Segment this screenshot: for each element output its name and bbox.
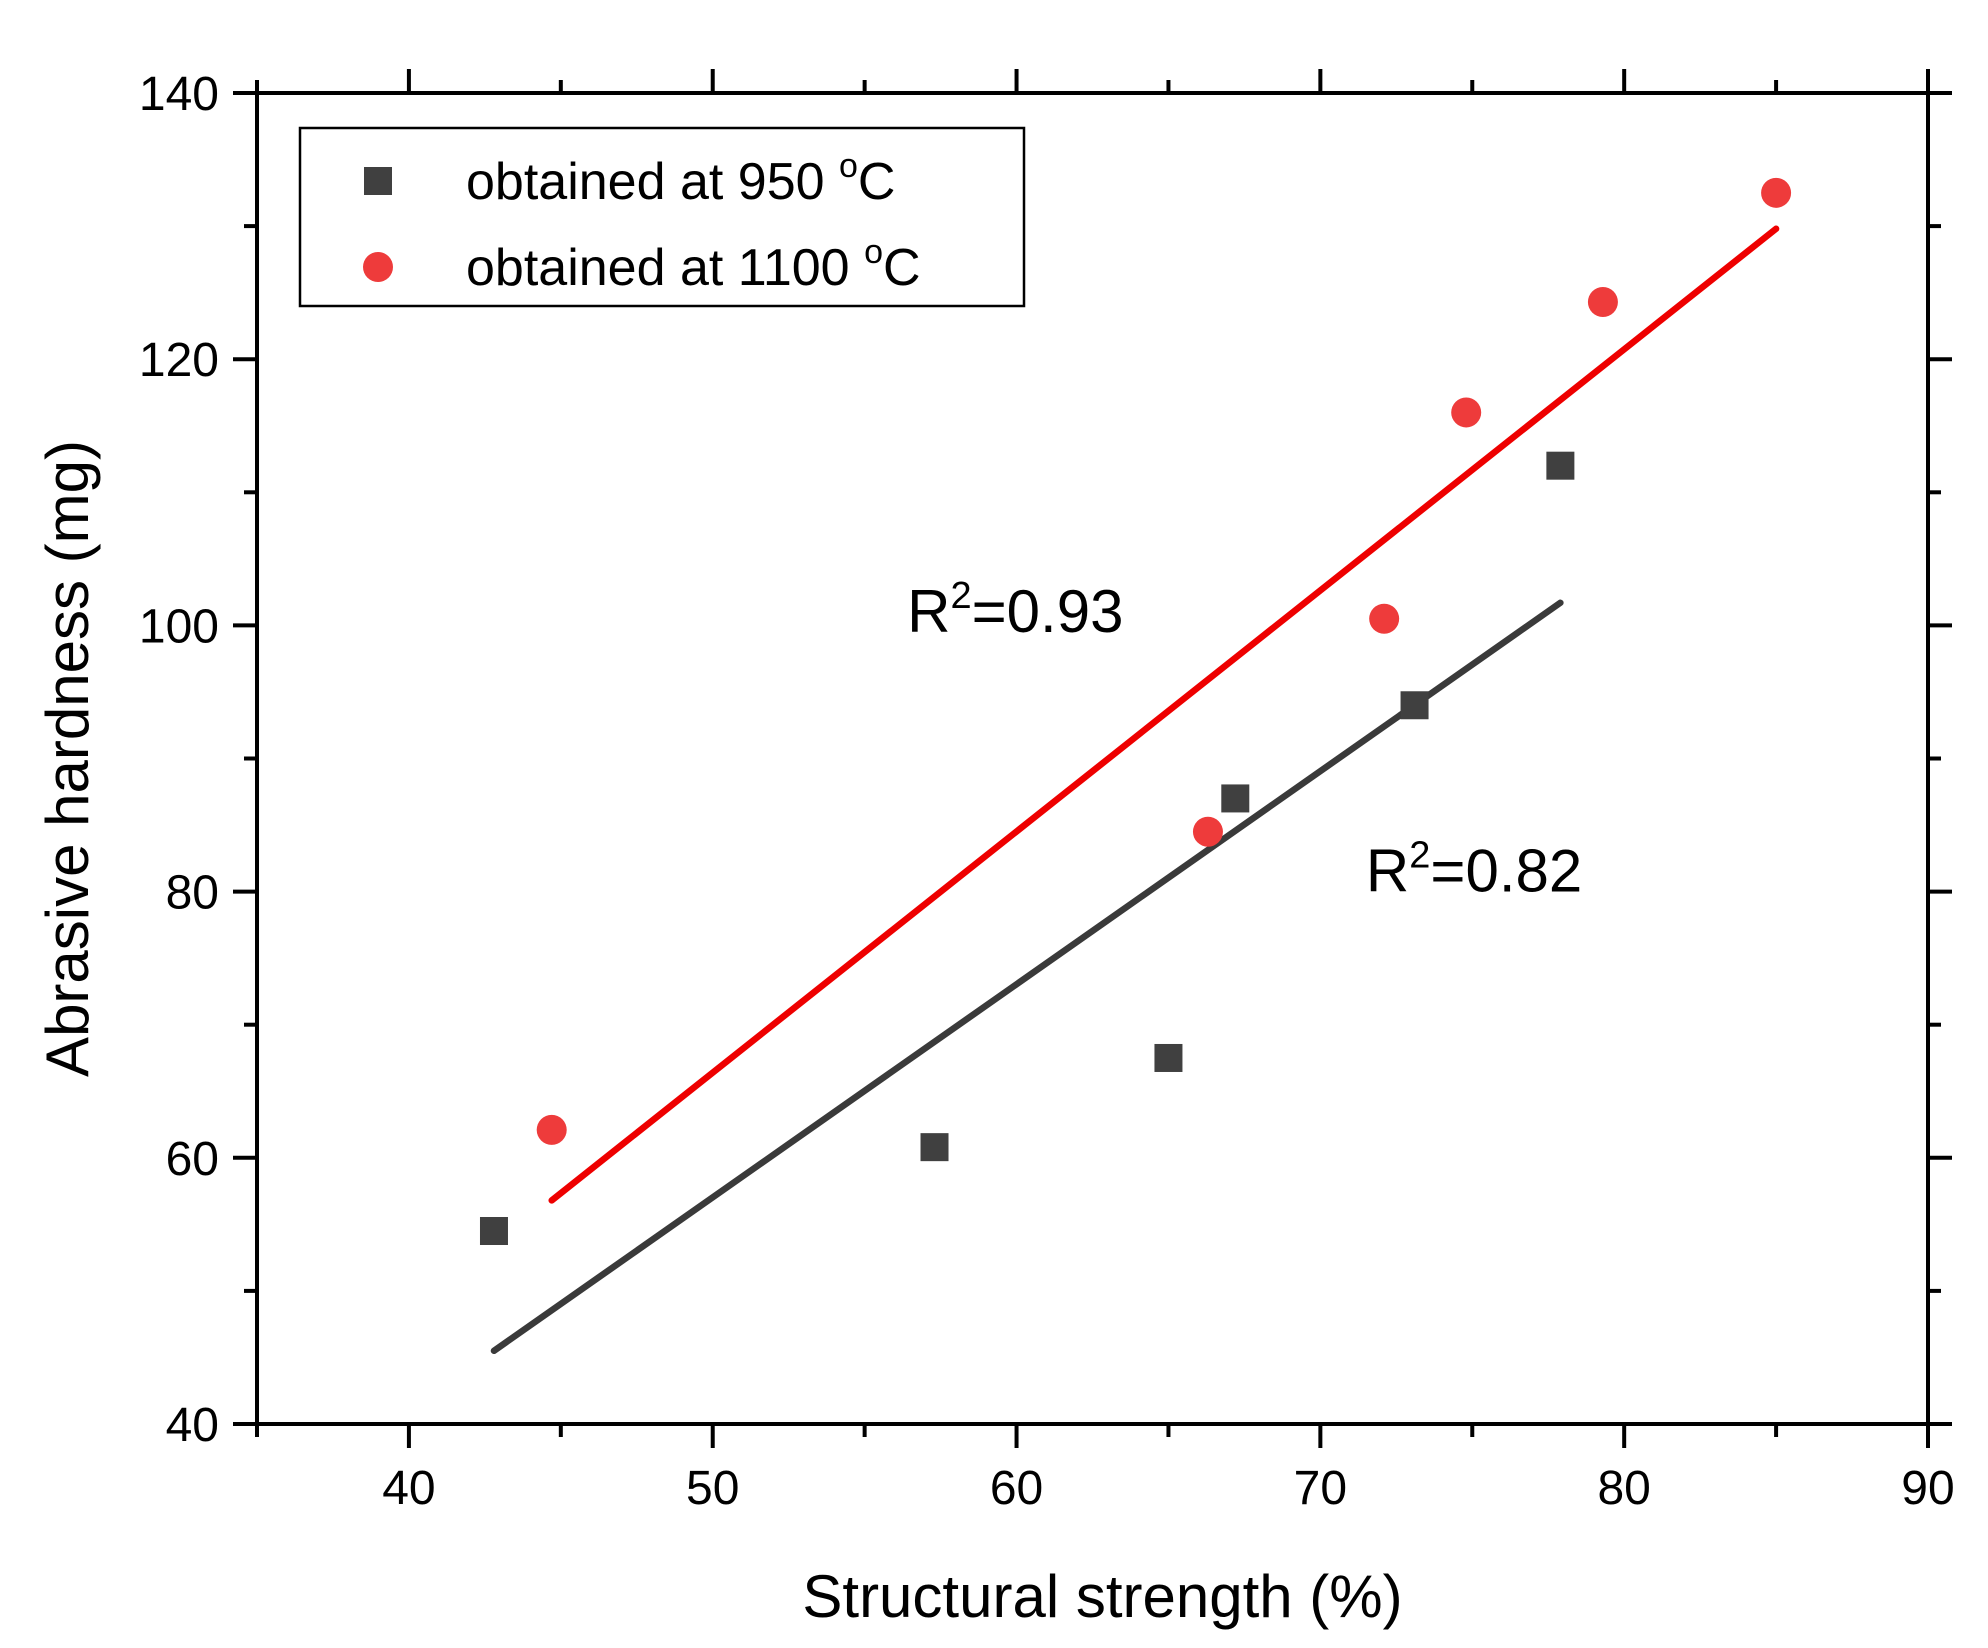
y-axis-title: Abrasive hardness (mg) [34, 440, 101, 1077]
r2-prefix: R [907, 578, 950, 645]
x-tick-label: 90 [1901, 1462, 1954, 1515]
x-tick-label: 80 [1597, 1462, 1650, 1515]
legend-label-unit: C [858, 153, 896, 211]
data-point-square [1546, 451, 1575, 480]
r2-annotation: R2=0.82 [1366, 835, 1582, 905]
y-tick-label: 60 [166, 1133, 219, 1186]
x-axis-title: Structural strength (%) [802, 1563, 1402, 1630]
y-tick-label: 80 [166, 867, 219, 920]
r2-prefix: R [1366, 838, 1409, 905]
data-point-circle [1761, 177, 1792, 208]
fit-lines [490, 225, 1780, 1355]
legend-label-degree: o [864, 233, 883, 271]
y-tick-label: 140 [139, 68, 219, 121]
x-tick-label: 40 [382, 1462, 435, 1515]
r2-value: =0.82 [1430, 838, 1582, 905]
legend-label-degree: o [839, 147, 858, 185]
data-point-square [1221, 784, 1250, 813]
legend-label-main: obtained at 950 [466, 153, 839, 211]
r2-superscript: 2 [1409, 835, 1430, 877]
data-point-circle [1587, 286, 1618, 317]
fit-line [490, 599, 1564, 1355]
legend-label: obtained at 950 oC [466, 147, 895, 211]
r2-value: =0.93 [972, 578, 1124, 645]
data-point-circle [1369, 603, 1400, 634]
legend-label-main: obtained at 1100 [466, 239, 864, 297]
x-tick-label: 60 [990, 1462, 1043, 1515]
plot-frame [255, 91, 1930, 1426]
legend-label-unit: C [883, 239, 921, 297]
x-tick-labels: 40 50 60 70 80 90 [382, 1462, 1954, 1515]
r2-annotation: R2=0.93 [907, 575, 1123, 645]
legend-marker-square [364, 167, 392, 195]
y-tick-labels: 40 60 80 100 120 140 [139, 68, 219, 1452]
legend-box [298, 126, 1026, 308]
fit-line [548, 225, 1780, 1204]
y-tick-label: 120 [139, 334, 219, 387]
data-point-square [920, 1133, 949, 1162]
data-points [479, 177, 1792, 1246]
legend-label: obtained at 1100 oC [466, 233, 921, 297]
data-point-square [479, 1217, 508, 1246]
y-tick-label: 100 [139, 600, 219, 653]
data-point-circle [1451, 397, 1482, 428]
axis-ticks [233, 69, 1952, 1448]
y-tick-label: 40 [166, 1399, 219, 1452]
r2-superscript: 2 [951, 575, 972, 617]
data-point-square [1154, 1043, 1183, 1072]
x-tick-label: 50 [686, 1462, 739, 1515]
data-point-circle [536, 1114, 567, 1145]
x-tick-label: 70 [1294, 1462, 1347, 1515]
data-point-square [1400, 691, 1429, 720]
data-point-circle [1192, 816, 1223, 847]
legend-marker-circle [363, 252, 393, 282]
